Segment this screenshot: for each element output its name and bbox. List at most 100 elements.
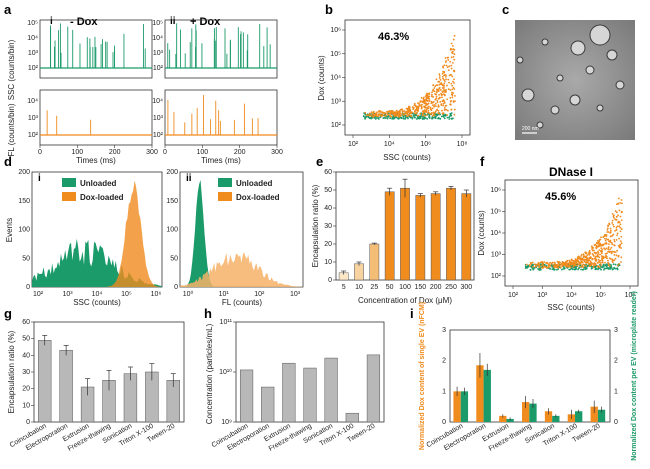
f-loaded-point bbox=[619, 230, 622, 233]
f-loaded-point bbox=[615, 203, 618, 206]
f-unloaded-point bbox=[525, 266, 528, 269]
a-ytick-bottom-label: 10³ bbox=[28, 115, 39, 122]
b-loaded-point bbox=[427, 107, 430, 110]
b-loaded-point bbox=[430, 112, 433, 114]
f-loaded-point bbox=[619, 226, 622, 229]
b-loaded-point bbox=[433, 105, 435, 108]
f-loaded-point bbox=[607, 261, 610, 264]
b-loaded-point bbox=[451, 75, 454, 78]
d-i-ytick-label: 200 bbox=[18, 169, 30, 176]
f-loaded-point bbox=[617, 221, 620, 224]
b-loaded-point bbox=[443, 64, 446, 67]
f-unloaded-point bbox=[610, 266, 612, 268]
b-ytick-label: 10⁶ bbox=[330, 27, 341, 34]
b-loaded-point bbox=[448, 74, 451, 77]
b-xtick-label: 10⁶ bbox=[420, 141, 431, 148]
f-loaded-point bbox=[554, 265, 557, 268]
f-loaded-point bbox=[611, 258, 614, 261]
b-loaded-point bbox=[435, 91, 438, 94]
h-bar bbox=[324, 357, 338, 423]
f-loaded-point bbox=[586, 254, 589, 256]
d-i-xtick-label: 10³ bbox=[62, 291, 73, 298]
i-bar bbox=[499, 415, 507, 422]
f-loaded-point bbox=[531, 261, 534, 264]
f-loaded-point bbox=[602, 255, 605, 258]
a-xtick-label: 0 bbox=[163, 149, 167, 156]
f-loaded-point bbox=[616, 234, 618, 237]
b-loaded-point bbox=[423, 109, 426, 112]
b-loaded-point bbox=[432, 84, 435, 87]
g-bar bbox=[59, 350, 73, 423]
f-loaded-point bbox=[574, 258, 577, 261]
f-ytick-label: 10⁵ bbox=[490, 209, 501, 216]
b-loaded-point bbox=[441, 109, 443, 112]
f-loaded-point bbox=[614, 229, 616, 232]
f-loaded-point bbox=[607, 238, 610, 241]
i-ytick-left-label: 1 bbox=[442, 388, 446, 395]
panel-g-ylabel: Encapsulation ratio (%) bbox=[7, 330, 16, 413]
i-bar bbox=[552, 415, 560, 422]
f-loaded-point bbox=[613, 225, 615, 228]
f-loaded-point bbox=[599, 262, 602, 264]
f-unloaded-point bbox=[600, 268, 602, 271]
f-loaded-point bbox=[596, 242, 599, 245]
b-loaded-point bbox=[366, 114, 368, 117]
e-bar bbox=[446, 187, 456, 281]
f-loaded-point bbox=[610, 241, 613, 244]
f-unloaded-point bbox=[603, 267, 606, 270]
e-ytick-label: 40 bbox=[324, 205, 332, 212]
f-loaded-point bbox=[613, 240, 616, 243]
b-unloaded-point bbox=[417, 117, 420, 120]
f-loaded-point bbox=[617, 202, 620, 205]
b-loaded-point bbox=[443, 107, 446, 109]
f-loaded-point bbox=[600, 264, 603, 266]
f-loaded-point bbox=[553, 261, 556, 264]
panel-a-label: a bbox=[4, 2, 12, 17]
b-loaded-point bbox=[453, 78, 455, 81]
b-loaded-point bbox=[376, 111, 378, 114]
b-loaded-point bbox=[453, 88, 456, 90]
f-xtick-label: 10² bbox=[508, 292, 519, 299]
b-loaded-point bbox=[421, 103, 423, 106]
tem-background bbox=[515, 20, 635, 140]
b-loaded-point bbox=[423, 105, 426, 108]
b-loaded-point bbox=[438, 94, 441, 96]
d-i-xtick-label: 10² bbox=[33, 291, 44, 298]
f-loaded-point bbox=[591, 253, 594, 255]
f-unloaded-point bbox=[612, 263, 615, 266]
b-loaded-point bbox=[421, 113, 424, 116]
b-loaded-point bbox=[398, 116, 401, 118]
f-loaded-point bbox=[613, 244, 616, 246]
b-loaded-point bbox=[407, 106, 410, 109]
f-loaded-point bbox=[615, 226, 618, 229]
b-loaded-point bbox=[376, 115, 379, 118]
g-ytick-label: 50 bbox=[22, 336, 30, 343]
f-loaded-point bbox=[615, 211, 618, 214]
tem-vesicle bbox=[521, 88, 535, 102]
b-loaded-point bbox=[446, 84, 448, 87]
b-loaded-point bbox=[435, 105, 437, 108]
f-loaded-point bbox=[609, 231, 612, 234]
f-loaded-point bbox=[616, 225, 619, 228]
f-loaded-point bbox=[620, 261, 622, 263]
b-loaded-point bbox=[443, 82, 446, 85]
b-loaded-point bbox=[383, 112, 386, 115]
panel-d-i-legend-loaded-swatch bbox=[62, 192, 76, 201]
e-xtick-label: 200 bbox=[430, 284, 442, 291]
b-loaded-point bbox=[425, 108, 428, 111]
i-ytick-right-label: 1 bbox=[614, 388, 618, 395]
b-unloaded-point bbox=[384, 117, 387, 119]
b-unloaded-point bbox=[416, 118, 418, 120]
f-loaded-point bbox=[554, 263, 557, 266]
b-loaded-point bbox=[449, 48, 452, 51]
b-loaded-point bbox=[379, 110, 382, 113]
f-loaded-point bbox=[525, 263, 528, 266]
b-loaded-point bbox=[414, 109, 417, 112]
e-xtick-label: 25 bbox=[370, 284, 378, 291]
panel-c-micrograph: 200 nm bbox=[515, 20, 635, 140]
b-loaded-point bbox=[442, 88, 445, 90]
f-loaded-point bbox=[580, 255, 582, 257]
f-loaded-point bbox=[604, 252, 607, 255]
a-ytick-top-label: 10³ bbox=[153, 50, 164, 57]
f-loaded-point bbox=[605, 247, 608, 250]
